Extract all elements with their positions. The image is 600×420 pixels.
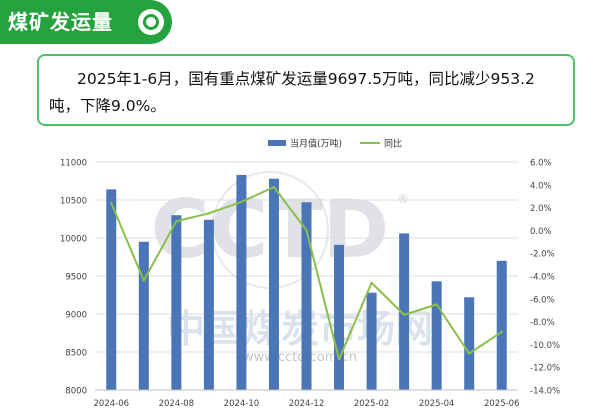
x-tick-label: 2024-12	[289, 399, 325, 409]
chart-container: CCTD®中国煤炭市场网www.cctd.com.cn8000850090009…	[0, 135, 600, 416]
y-right-tick-label: -2.0%	[530, 250, 555, 260]
x-tick-label: 2025-02	[354, 399, 390, 409]
point-2025-02	[370, 281, 373, 285]
legend-bar-swatch	[268, 140, 286, 146]
bar-2024-06	[106, 189, 117, 390]
y-right-tick-label: 0.0%	[530, 227, 552, 237]
x-tick-label: 2024-06	[94, 399, 130, 409]
y-left-tick-label: 9000	[65, 311, 87, 321]
bar-2024-10	[236, 174, 247, 390]
y-left-tick-label: 11000	[60, 159, 87, 169]
point-2024-09	[207, 212, 211, 215]
bar-2025-02	[366, 292, 377, 390]
y-right-tick-label: 4.0%	[530, 181, 552, 191]
y-right-tick-label: -10.0%	[530, 341, 560, 351]
legend-bar-label: 当月值(万吨)	[290, 138, 342, 150]
x-tick-label: 2025-04	[419, 399, 455, 409]
point-2025-03	[402, 313, 406, 316]
point-2025-06	[500, 330, 503, 334]
bar-2025-03	[399, 233, 410, 390]
y-right-tick-label: 2.0%	[530, 204, 552, 214]
y-right-tick-label: -4.0%	[530, 273, 555, 283]
point-2024-10	[240, 200, 243, 204]
bar-2024-07	[138, 241, 149, 390]
bar-2024-09	[203, 219, 214, 390]
y-right-tick-label: 6.0%	[530, 159, 552, 169]
coal-shipment-chart: CCTD®中国煤炭市场网www.cctd.com.cn8000850090009…	[60, 138, 560, 410]
ring-icon	[138, 9, 164, 35]
bar-2025-01	[334, 244, 345, 390]
bar-2025-06	[496, 260, 507, 390]
point-2025-05	[467, 352, 471, 355]
x-tick-label: 2025-06	[484, 399, 520, 409]
y-left-tick-label: 9500	[65, 273, 87, 283]
y-right-tick-label: -8.0%	[530, 318, 555, 328]
legend-line-label: 同比	[384, 138, 402, 150]
point-2024-07	[142, 279, 146, 282]
bar-2024-12	[301, 202, 312, 390]
summary-box: 2025年1-6月，国有重点煤矿发运量9697.5万吨，同比减少953.2吨，下…	[37, 54, 575, 126]
y-left-tick-label: 10000	[60, 235, 87, 245]
section-title: 煤矿发运量	[8, 10, 113, 34]
y-right-tick-label: -6.0%	[530, 295, 555, 305]
point-2024-12	[305, 229, 308, 232]
bar-2025-05	[464, 297, 475, 390]
y-right-tick-label: -12.0%	[530, 364, 560, 374]
bar-2024-08	[171, 215, 182, 390]
y-left-tick-label: 8000	[65, 387, 87, 397]
point-2024-08	[175, 220, 178, 223]
point-2024-11	[272, 185, 276, 189]
bar-2025-04	[431, 281, 442, 390]
point-2025-04	[435, 303, 438, 306]
watermark-registered-icon: ®	[397, 192, 409, 206]
section-header: 煤矿发运量	[0, 0, 172, 44]
x-tick-label: 2024-08	[159, 399, 195, 409]
bar-2024-11	[268, 178, 279, 390]
y-left-tick-label: 8500	[65, 349, 87, 359]
summary-text: 2025年1-6月，国有重点煤矿发运量9697.5万吨，同比减少953.2吨，下…	[49, 70, 535, 115]
x-tick-label: 2024-10	[224, 399, 260, 409]
point-2025-01	[337, 358, 341, 361]
y-right-tick-label: -14.0%	[530, 387, 560, 397]
point-2024-06	[110, 201, 113, 205]
y-left-tick-label: 10500	[60, 197, 87, 207]
